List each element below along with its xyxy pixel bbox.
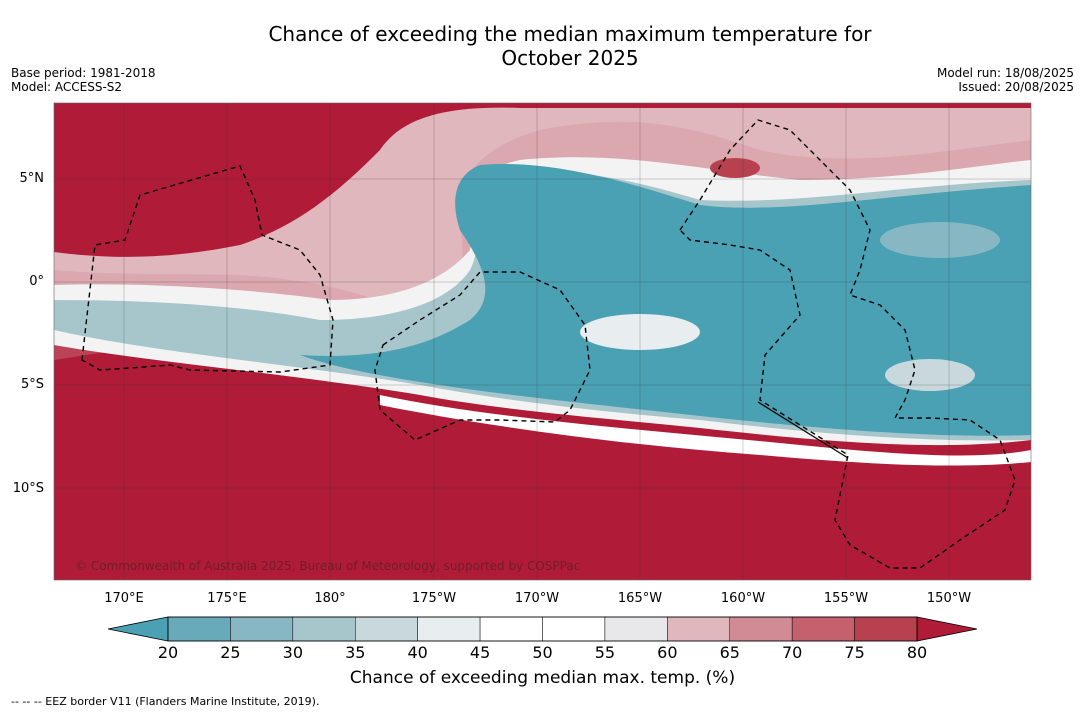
model-run: Model run: 18/08/2025 xyxy=(936,66,1074,80)
field-band-20 xyxy=(300,164,1031,436)
map-field xyxy=(54,103,1031,580)
colorbar-cell xyxy=(167,616,231,642)
colorbar-cell xyxy=(542,616,606,642)
graticule xyxy=(54,103,1031,580)
colorbar-cell xyxy=(604,616,668,642)
lon-label-155w: 155°W xyxy=(823,591,869,606)
map-frame xyxy=(53,102,1032,581)
meta-left: Base period: 1981-2018 Model: ACCESS-S2 xyxy=(11,66,156,94)
colorbar-tick-label: 60 xyxy=(657,643,678,662)
lon-label-165w: 165°W xyxy=(617,591,663,606)
field-patch-30 xyxy=(880,222,1000,258)
eez-legend: -- -- -- EEZ border V11 (Flanders Marine… xyxy=(11,695,320,708)
lon-label-170w: 170°W xyxy=(514,591,560,606)
title-line-1: Chance of exceeding the median maximum t… xyxy=(268,22,872,46)
colorbar-high-arrow xyxy=(916,616,978,642)
colorbar-cell xyxy=(854,616,918,642)
eez-borders xyxy=(81,119,1016,569)
lon-label-160w: 160°W xyxy=(720,591,766,606)
eez-segment xyxy=(757,401,849,459)
colorbar-tick-label: 35 xyxy=(345,643,366,662)
colorbar-low-arrow xyxy=(107,616,169,642)
colorbar-tick-label: 20 xyxy=(157,643,179,662)
colorbar-frame xyxy=(167,616,918,642)
field-patch-40 xyxy=(885,359,975,391)
colorbar-tick-label: 30 xyxy=(282,643,303,662)
lat-label-5s: 5°S xyxy=(20,377,44,392)
field-patch-75 xyxy=(710,158,760,178)
colorbar-cell xyxy=(791,616,855,642)
issued-date: Issued: 20/08/2025 xyxy=(958,80,1074,94)
lon-label-180: 180° xyxy=(314,591,346,606)
lat-label-0: 0° xyxy=(29,274,44,289)
colorbar-tick-label: 80 xyxy=(906,643,928,662)
lat-label-5n: 5°N xyxy=(19,171,45,186)
field-band-55 xyxy=(380,395,1031,466)
colorbar-tick-label: 70 xyxy=(781,643,803,662)
lon-label-175w: 175°W xyxy=(411,591,457,606)
colorbar-label: Chance of exceeding median max. temp. (%… xyxy=(349,668,736,688)
colorbar-cell xyxy=(479,616,543,642)
colorbar-tick-label: 55 xyxy=(594,643,616,662)
base-period: Base period: 1981-2018 xyxy=(11,66,156,80)
colorbar-tick-label: 65 xyxy=(719,643,740,662)
colorbar-cell xyxy=(230,616,294,642)
lon-label-150w: 150°W xyxy=(926,591,972,606)
colorbar-tick-label: 25 xyxy=(220,643,241,662)
lon-label-170e: 170°E xyxy=(104,591,144,606)
colorbar-cell xyxy=(355,616,418,642)
colorbar-tick-label: 45 xyxy=(469,643,491,662)
colorbar-tick-label: 50 xyxy=(532,643,553,662)
copyright-text: © Commonwealth of Australia 2025, Bureau… xyxy=(75,559,581,573)
colorbar-cell xyxy=(417,616,481,642)
colorbar-cell xyxy=(292,616,356,642)
colorbar-tick-label: 40 xyxy=(407,643,428,662)
colorbar-cell xyxy=(729,616,793,642)
title-line-2: October 2025 xyxy=(501,46,639,70)
colorbar xyxy=(107,616,978,642)
field-patch-45 xyxy=(580,314,700,350)
meta-right: Model run: 18/08/2025 Issued: 20/08/2025 xyxy=(937,66,1074,94)
lon-label-175e: 175°E xyxy=(207,591,247,606)
model-name: Model: ACCESS-S2 xyxy=(11,80,123,94)
colorbar-tick-label: 75 xyxy=(844,643,865,662)
colorbar-cell xyxy=(667,616,730,642)
map-title: Chance of exceeding the median maximum t… xyxy=(0,22,1085,70)
lat-label-10s: 10°S xyxy=(12,481,44,496)
